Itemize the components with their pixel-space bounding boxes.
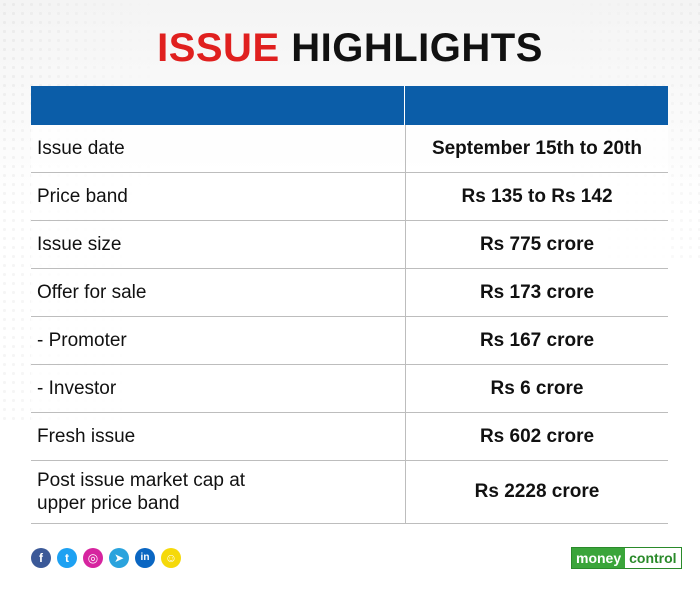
- row-label: - Investor: [31, 365, 406, 412]
- twitter-icon[interactable]: t: [57, 548, 77, 568]
- table-row: Offer for sale Rs 173 crore: [31, 269, 668, 317]
- title-accent-word: ISSUE: [157, 26, 280, 70]
- table-row: Post issue market cap at upper price ban…: [31, 461, 668, 524]
- table-header-cell-value: [405, 86, 668, 125]
- instagram-icon[interactable]: ◎: [83, 548, 103, 568]
- table-row: Fresh issue Rs 602 crore: [31, 413, 668, 461]
- table-row: Price band Rs 135 to Rs 142: [31, 173, 668, 221]
- row-label: Fresh issue: [31, 413, 406, 460]
- row-value: Rs 6 crore: [490, 377, 584, 399]
- telegram-icon[interactable]: ➤: [109, 548, 129, 568]
- table-row: Issue date September 15th to 20th: [31, 125, 668, 173]
- moneycontrol-logo[interactable]: money control: [571, 547, 682, 569]
- row-value: Rs 167 crore: [479, 329, 595, 351]
- social-icons: f t ◎ ➤ in ☺: [31, 548, 181, 568]
- row-value: September 15th to 20th: [431, 137, 643, 159]
- table-row: - Promoter Rs 167 crore: [31, 317, 668, 365]
- row-label: - Promoter: [31, 317, 406, 364]
- title-main-word: HIGHLIGHTS: [291, 26, 543, 70]
- issue-highlights-table: Issue date September 15th to 20th Price …: [31, 86, 668, 524]
- snapchat-icon[interactable]: ☺: [161, 548, 181, 568]
- logo-money: money: [572, 548, 626, 568]
- table-row: - Investor Rs 6 crore: [31, 365, 668, 413]
- row-label: Issue date: [31, 125, 406, 172]
- row-value: Rs 602 crore: [479, 425, 595, 447]
- row-value: Rs 173 crore: [479, 281, 595, 303]
- logo-control: control: [625, 548, 681, 568]
- facebook-icon[interactable]: f: [31, 548, 51, 568]
- row-value: Rs 2228 crore: [474, 481, 600, 502]
- table-row: Issue size Rs 775 crore: [31, 221, 668, 269]
- table-header-cell-label: [31, 86, 405, 125]
- row-value: Rs 775 crore: [479, 233, 595, 255]
- linkedin-icon[interactable]: in: [135, 548, 155, 568]
- page-title: ISSUE HIGHLIGHTS: [0, 22, 700, 74]
- row-label: Post issue market cap at upper price ban…: [31, 461, 406, 523]
- row-value: Rs 135 to Rs 142: [461, 185, 613, 207]
- row-label: Issue size: [31, 221, 406, 268]
- table-header-row: [31, 86, 668, 125]
- row-label: Price band: [31, 173, 406, 220]
- row-label: Offer for sale: [31, 269, 406, 316]
